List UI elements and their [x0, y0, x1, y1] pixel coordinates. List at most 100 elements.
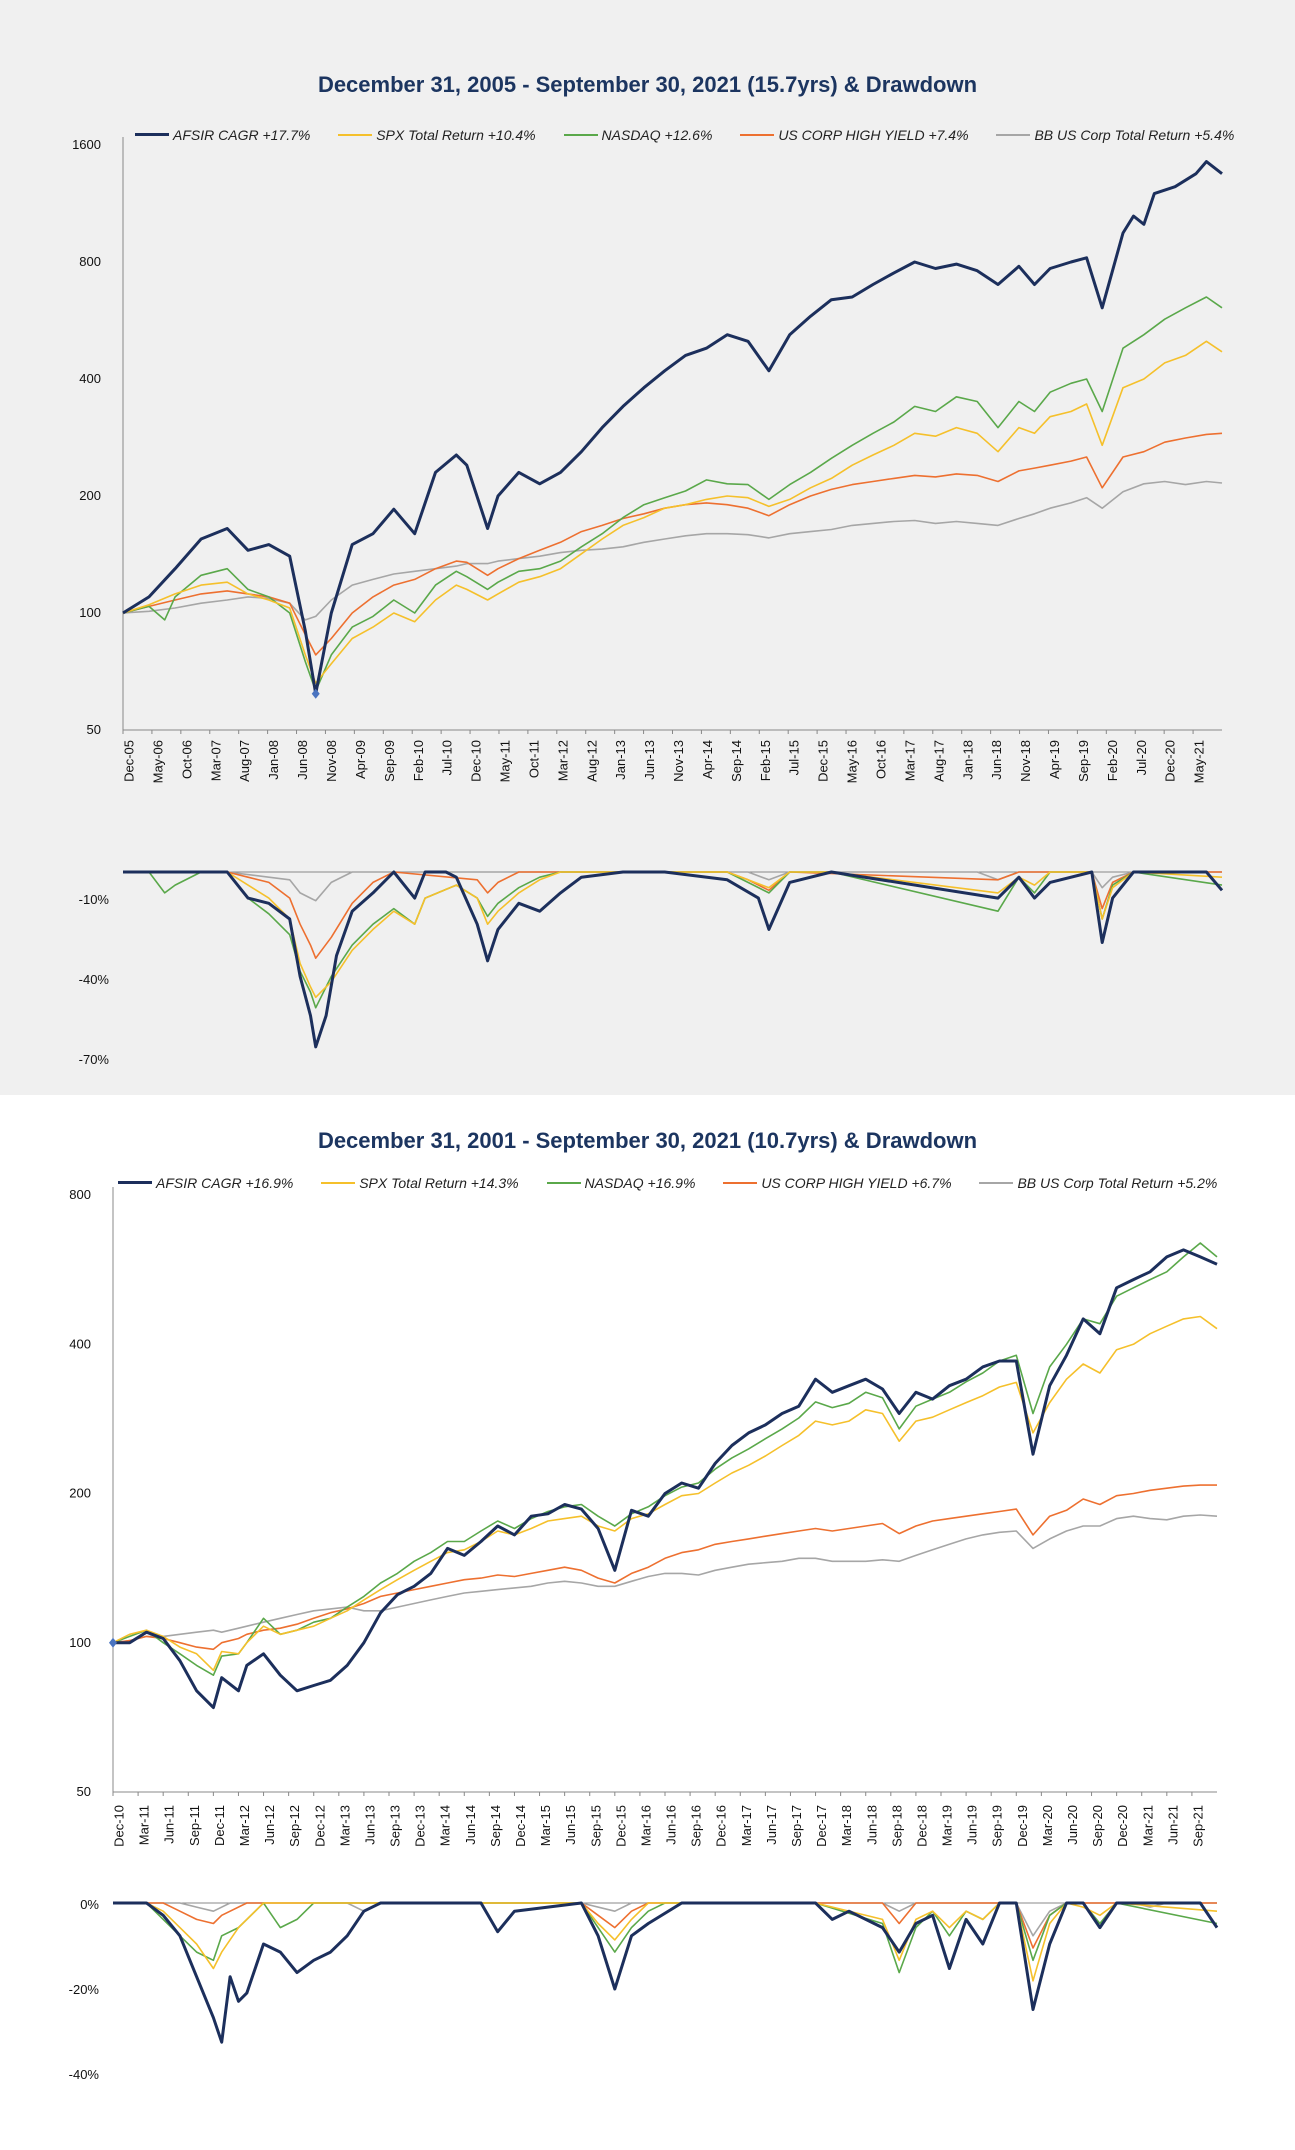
x-tick-label: Jun-13 [642, 740, 657, 780]
legend-item-hy: US CORP HIGH YIELD +7.4% [740, 127, 969, 143]
x-tick-label: Mar-20 [1040, 1805, 1055, 1846]
legend-item-bb: BB US Corp Total Return +5.4% [996, 127, 1234, 143]
x-tick-label: Jun-18 [989, 740, 1004, 780]
legend-label: NASDAQ +12.6% [601, 127, 713, 143]
legend-item-spx: SPX Total Return +14.3% [321, 1175, 519, 1191]
x-tick-label: Dec-05 [122, 740, 137, 782]
x-tick-label: Oct-11 [526, 740, 541, 778]
x-tick-label: Jun-19 [965, 1805, 980, 1845]
x-tick-label: Jan-18 [960, 740, 975, 780]
legend-label: AFSIR CAGR +17.7% [173, 126, 311, 143]
series-line-bb [122, 480, 1223, 621]
chart-legend: AFSIR CAGR +17.7% SPX Total Return +10.4… [135, 123, 1258, 143]
x-tick-label: Jun-17 [764, 1805, 779, 1845]
x-tick-label: Jun-13 [362, 1805, 377, 1845]
x-tick-label: Mar-17 [739, 1805, 754, 1846]
series-line-spx [112, 1315, 1218, 1672]
x-tick-label: Mar-07 [208, 740, 223, 781]
x-tick-label: Sep-14 [729, 740, 744, 782]
marker-point [311, 688, 320, 699]
x-tick-label: Feb-20 [1105, 740, 1120, 781]
x-tick-label: Mar-17 [902, 740, 917, 781]
x-tick-label: Jul-10 [440, 740, 455, 775]
y-tick-label: 800 [79, 254, 101, 269]
legend-item-spx: SPX Total Return +10.4% [338, 127, 536, 143]
x-tick-label: Dec-12 [312, 1805, 327, 1847]
legend-label: AFSIR CAGR +16.9% [156, 1174, 294, 1191]
drawdown-tick-label: -40% [79, 972, 110, 987]
chart-svg: 800 400 200 100 50 Dec-10 Mar-11 Jun-11 Sep-11 De… [69, 1187, 1219, 2082]
legend-swatch [546, 1182, 581, 1184]
x-tick-label: Mar-11 [137, 1805, 152, 1845]
legend-item-bb: BB US Corp Total Return +5.2% [979, 1175, 1217, 1191]
x-tick-label: Mar-13 [337, 1805, 352, 1846]
y-tick-label: 800 [69, 1187, 91, 1202]
x-tick-label: Mar-12 [237, 1805, 252, 1846]
x-tick-label: May-11 [498, 740, 513, 782]
x-tick-label: Jun-08 [295, 740, 310, 780]
legend-item-hy: US CORP HIGH YIELD +6.7% [723, 1175, 952, 1191]
x-tick-label: Dec-19 [1015, 1805, 1030, 1847]
x-tick-label: Dec-17 [814, 1805, 829, 1847]
x-tick-label: Sep-11 [187, 1805, 202, 1846]
legend-item-nasdaq: NASDAQ +12.6% [563, 127, 713, 143]
y-tick-label: 100 [69, 1635, 91, 1650]
y-tick-label: 200 [69, 1486, 91, 1501]
x-tick-label: Dec-15 [816, 740, 831, 782]
drawdown-line-nasdaq [113, 1902, 1218, 1974]
x-tick-label: Aug-07 [237, 740, 252, 782]
y-tick-label: 100 [79, 605, 101, 620]
legend-swatch [563, 134, 598, 136]
legend-swatch [338, 134, 373, 136]
legend-swatch [135, 133, 169, 136]
chart-title: December 31, 2005 - September 30, 2021 (… [317, 72, 978, 97]
legend-label: SPX Total Return +14.3% [359, 1175, 519, 1191]
drawdown-tick-label: -10% [79, 892, 110, 907]
x-tick-label: Dec-20 [1115, 1805, 1130, 1847]
drawdown-line-bb [113, 1902, 1217, 1937]
series-line-hy [112, 1484, 1217, 1651]
x-tick-label: Dec-15 [613, 1805, 628, 1847]
drawdown-tick-label: -20% [69, 1982, 100, 1997]
legend-swatch [321, 1182, 356, 1184]
x-tick-label: Feb-10 [411, 740, 426, 781]
drawdown-line-afsir [113, 1901, 1219, 2044]
x-tick-label: Mar-15 [538, 1805, 553, 1846]
x-tick-label: Aug-12 [584, 740, 599, 782]
x-tick-label: Aug-17 [931, 740, 946, 782]
chart-legend: AFSIR CAGR +16.9% SPX Total Return +14.3… [118, 1171, 1241, 1191]
x-tick-label: Dec-18 [914, 1805, 929, 1847]
legend-swatch [996, 134, 1031, 136]
series-line-hy [122, 432, 1223, 656]
x-tick-label: Mar-14 [438, 1805, 453, 1846]
legend-label: BB US Corp Total Return +5.2% [1017, 1175, 1218, 1191]
legend-item-afsir: AFSIR CAGR +17.7% [135, 127, 310, 143]
x-tick-label: Sep-18 [889, 1805, 904, 1847]
x-tick-label: Jun-18 [864, 1805, 879, 1845]
x-tick-label: Sep-12 [287, 1805, 302, 1847]
x-tick-label: Dec-14 [513, 1805, 528, 1847]
legend-swatch [723, 1182, 758, 1184]
x-tick-label: Jul-15 [787, 740, 802, 775]
drawdown-tick-label: -70% [79, 1052, 110, 1067]
drawdown-tick-label: 0% [80, 1897, 99, 1912]
x-tick-label: Jul-20 [1134, 740, 1149, 775]
x-tick-label: Apr-09 [353, 740, 368, 779]
x-tick-label: Jun-20 [1065, 1805, 1080, 1845]
x-tick-label: Sep-14 [488, 1805, 503, 1847]
x-tick-label: Dec-20 [1163, 740, 1178, 782]
x-tick-label: Jun-21 [1165, 1805, 1180, 1845]
series-line-bb [112, 1514, 1218, 1644]
series-line-spx [122, 340, 1223, 684]
x-tick-label: Sep-13 [388, 1805, 403, 1847]
x-tick-label: Dec-13 [413, 1805, 428, 1847]
x-tick-label: May-06 [150, 740, 165, 783]
x-tick-label: Dec-10 [112, 1805, 127, 1847]
y-tick-label: 400 [69, 1336, 91, 1351]
x-tick-label: Nov-08 [324, 740, 339, 782]
x-tick-label: Apr-14 [700, 740, 715, 779]
x-tick-label: Oct-16 [873, 740, 888, 779]
y-tick-label: 1600 [72, 137, 101, 152]
x-tick-label: Jun-15 [563, 1805, 578, 1845]
legend-label: US CORP HIGH YIELD +6.7% [761, 1175, 952, 1191]
